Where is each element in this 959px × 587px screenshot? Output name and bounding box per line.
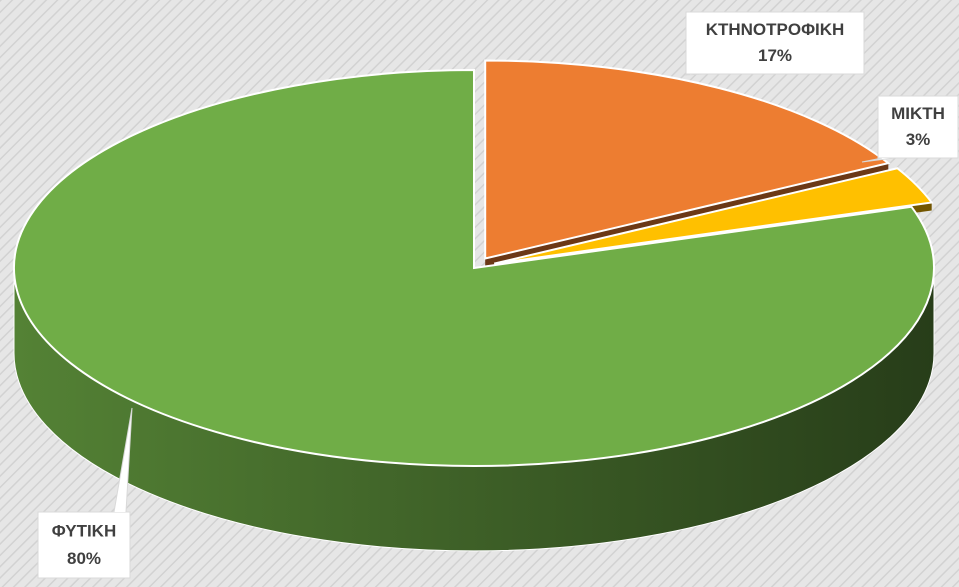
callout <box>877 95 959 159</box>
slice-top <box>13 68 935 467</box>
value-label: 3% <box>906 130 931 149</box>
slice <box>13 68 935 552</box>
category-label: ΜΙΚΤΗ <box>891 104 945 123</box>
callout-pointer <box>113 407 133 513</box>
slice-top <box>493 167 934 265</box>
category-label: ΚΤΗΝΟΤΡΟΦΙΚΗ <box>706 20 845 39</box>
callout <box>37 511 131 579</box>
category-label: ΦΥΤΙΚΗ <box>52 521 116 540</box>
callout-pointer <box>861 157 895 163</box>
slice-wall <box>485 163 889 267</box>
slice <box>484 59 891 267</box>
callout <box>685 11 865 75</box>
callout-pointer <box>684 73 703 76</box>
value-label: 17% <box>758 46 792 65</box>
slice-top <box>484 59 891 260</box>
value-label: 80% <box>67 549 101 568</box>
